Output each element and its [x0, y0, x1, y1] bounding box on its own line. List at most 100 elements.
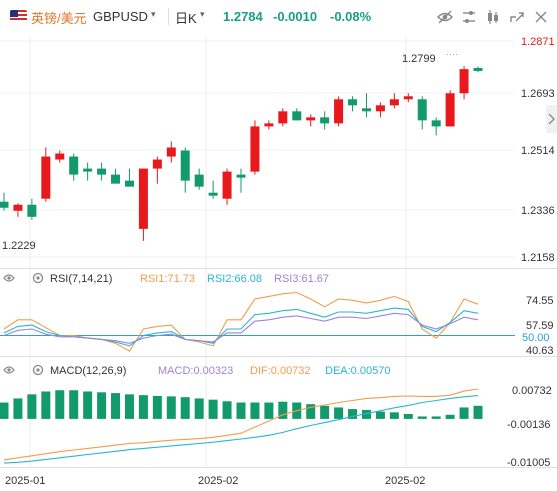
- high-leader: ····: [446, 49, 458, 59]
- macd-bar: [445, 414, 455, 419]
- candle-body: [278, 111, 288, 124]
- candle-body: [334, 99, 344, 124]
- macd-bar: [473, 405, 483, 419]
- macd-bar: [208, 399, 218, 419]
- close-icon[interactable]: [531, 7, 551, 27]
- macd-legend: MACD(12,26,9) MACD:0.00323 DIF:0.00732 D…: [3, 364, 390, 377]
- candle-body: [83, 168, 93, 172]
- candle-body: [348, 99, 358, 106]
- macd-bar: [83, 391, 93, 419]
- candle-body: [166, 147, 176, 157]
- rsi-line-rsi3: [3, 312, 479, 344]
- time-tick: 2025-02: [198, 475, 238, 487]
- macd-bar: [403, 413, 413, 419]
- macd-bar: [166, 396, 176, 419]
- macd-bar: [180, 397, 190, 419]
- candles-icon[interactable]: [483, 7, 503, 27]
- candle-body: [320, 117, 330, 124]
- macd-bar: [320, 405, 330, 419]
- rsi-tick: 57.59: [526, 320, 554, 332]
- rsi-title: RSI(7,14,21): [50, 273, 112, 285]
- price-tick: 1.2514: [521, 145, 555, 157]
- macd-bar: [194, 398, 204, 419]
- dea-value: DEA:0.00570: [325, 365, 390, 377]
- macd-value: MACD:0.00323: [158, 365, 233, 377]
- candle-body: [208, 192, 218, 196]
- macd-bar: [13, 398, 23, 419]
- macd-bar: [459, 407, 469, 419]
- dif-value: DIF:0.00732: [250, 365, 311, 377]
- symbol-name[interactable]: 英镑/美元: [31, 11, 87, 26]
- price-axis: 1.2871 1.2693 1.2514 1.2336 1.2158: [521, 36, 555, 264]
- candle-body: [111, 174, 121, 184]
- settings-icon[interactable]: [32, 364, 44, 376]
- rsi-axis: 74.55 57.59 50.00 40.63: [522, 295, 554, 357]
- macd-bar: [375, 411, 385, 419]
- period-caret-icon[interactable]: ▾: [200, 9, 205, 19]
- macd-bar: [306, 404, 316, 419]
- high-price-label: 1.2799: [402, 53, 436, 65]
- candle-body: [403, 96, 413, 100]
- macd-title: MACD(12,26,9): [50, 365, 126, 377]
- macd-tick: 0.00732: [512, 385, 552, 397]
- candle-body: [13, 204, 23, 211]
- rsi-tick: 74.55: [526, 295, 554, 307]
- divider: [168, 8, 169, 25]
- time-axis: 2025-01 2025-02 2025-02: [5, 475, 425, 487]
- time-tick: 2025-01: [5, 475, 45, 487]
- macd-bar: [278, 401, 288, 419]
- rsi2-value: RSI2:66.08: [207, 273, 262, 285]
- candle-body: [97, 168, 107, 175]
- candle-body: [250, 126, 260, 172]
- macd-lines: [3, 388, 479, 464]
- share-icon[interactable]: [507, 7, 527, 27]
- price-tick: 1.2158: [521, 252, 555, 264]
- candle-body: [0, 201, 9, 208]
- period-selector[interactable]: 日K: [175, 11, 197, 26]
- rsi-legend: RSI(7,14,21) RSI1:71.73 RSI2:66.08 RSI3:…: [3, 272, 329, 285]
- sliders-icon[interactable]: [459, 7, 479, 27]
- candle-body: [459, 69, 469, 94]
- candle-body: [236, 174, 246, 178]
- visibility-toggle-icon[interactable]: [3, 274, 15, 282]
- macd-bar: [417, 416, 427, 419]
- macd-histogram: [0, 390, 483, 419]
- macd-bar: [389, 412, 399, 419]
- low-price-label: 1.2229: [2, 240, 36, 252]
- macd-tick: -0.00136: [507, 419, 550, 431]
- candle-body: [222, 171, 232, 199]
- candle-body: [138, 168, 148, 229]
- rsi3-value: RSI3:61.67: [274, 273, 329, 285]
- visibility-toggle-icon[interactable]: [3, 366, 15, 374]
- macd-bar: [348, 409, 358, 419]
- candle-body: [152, 159, 162, 169]
- rsi-tick: 40.63: [526, 345, 554, 357]
- macd-axis: 0.00732 -0.00136 -0.01005: [507, 385, 552, 469]
- candle-body: [264, 123, 274, 127]
- macd-bar: [97, 392, 107, 419]
- macd-bar: [124, 394, 134, 419]
- rsi-line-rsi2: [3, 307, 479, 347]
- rsi1-value: RSI1:71.73: [140, 273, 195, 285]
- candle-body: [69, 156, 79, 175]
- settings-icon[interactable]: [32, 272, 44, 284]
- rsi-series: [3, 291, 479, 352]
- macd-bar: [27, 394, 37, 419]
- candlestick-series: [0, 66, 483, 241]
- candle-body: [194, 174, 204, 187]
- candle-body: [41, 156, 51, 199]
- chart-header: 英镑/美元 GBPUSD ▾ 日K ▾ 1.2784 -0.0010 -0.08…: [0, 0, 557, 34]
- ticker-caret-icon[interactable]: ▾: [151, 9, 156, 19]
- ticker-selector[interactable]: GBPUSD: [93, 9, 148, 24]
- scroll-right-button[interactable]: [546, 105, 557, 133]
- dea-line: [3, 395, 479, 464]
- price-change: -0.0010: [273, 9, 318, 24]
- macd-bar: [361, 409, 371, 419]
- candle-body: [306, 117, 316, 121]
- macd-bar: [152, 395, 162, 419]
- price-change-pct: -0.08%: [330, 9, 372, 24]
- eye-off-icon[interactable]: [435, 7, 455, 27]
- gb-flag-icon: [10, 10, 27, 22]
- macd-bar: [111, 393, 121, 419]
